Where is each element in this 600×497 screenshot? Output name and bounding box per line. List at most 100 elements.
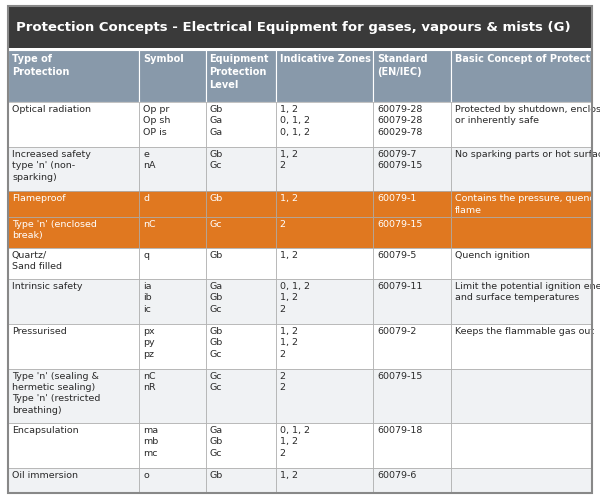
Bar: [451, 324, 592, 368]
Bar: [451, 50, 592, 102]
Bar: [8, 279, 139, 324]
Text: Contains the pressure, quench the
flame: Contains the pressure, quench the flame: [455, 194, 600, 215]
Bar: [275, 468, 373, 493]
Text: Indicative Zones: Indicative Zones: [280, 54, 371, 64]
Text: 1, 2: 1, 2: [280, 251, 298, 260]
Bar: [206, 423, 275, 468]
Text: 60079-11: 60079-11: [377, 282, 422, 291]
Bar: [139, 423, 206, 468]
Bar: [275, 279, 373, 324]
Text: 60079-6: 60079-6: [377, 471, 416, 480]
Bar: [206, 368, 275, 423]
Text: o: o: [143, 471, 149, 480]
Bar: [139, 50, 206, 102]
Bar: [206, 324, 275, 368]
Text: Gc
Gc: Gc Gc: [209, 371, 222, 392]
Bar: [206, 468, 275, 493]
Bar: [275, 217, 373, 248]
Bar: [139, 279, 206, 324]
Text: Protected by shutdown, enclosure
or inherently safe: Protected by shutdown, enclosure or inhe…: [455, 105, 600, 125]
Bar: [275, 147, 373, 191]
Text: ia
ib
ic: ia ib ic: [143, 282, 152, 314]
Text: Gb
Ga
Ga: Gb Ga Ga: [209, 105, 223, 137]
Bar: [373, 102, 451, 147]
Bar: [206, 50, 275, 102]
Bar: [139, 191, 206, 217]
Bar: [275, 368, 373, 423]
Text: px
py
pz: px py pz: [143, 327, 155, 359]
Bar: [139, 468, 206, 493]
Text: Quench ignition: Quench ignition: [455, 251, 530, 260]
Bar: [451, 368, 592, 423]
Text: Type 'n' (enclosed
break): Type 'n' (enclosed break): [12, 220, 97, 240]
Text: e
nA: e nA: [143, 150, 156, 170]
Text: Symbol: Symbol: [143, 54, 184, 64]
Bar: [206, 217, 275, 248]
Text: 60079-28
60079-28
60029-78: 60079-28 60079-28 60029-78: [377, 105, 422, 137]
Bar: [139, 368, 206, 423]
Text: Encapsulation: Encapsulation: [12, 426, 79, 435]
Bar: [8, 423, 139, 468]
Bar: [206, 191, 275, 217]
Bar: [373, 50, 451, 102]
Bar: [139, 147, 206, 191]
Bar: [451, 423, 592, 468]
Text: 2
2: 2 2: [280, 371, 286, 392]
Text: 60079-2: 60079-2: [377, 327, 416, 336]
Text: ma
mb
mc: ma mb mc: [143, 426, 158, 458]
Text: Limit the potential ignition energy
and surface temperatures: Limit the potential ignition energy and …: [455, 282, 600, 303]
Text: Optical radiation: Optical radiation: [12, 105, 91, 114]
Text: d: d: [143, 194, 149, 203]
Text: Type of
Protection: Type of Protection: [12, 54, 70, 77]
Text: nC: nC: [143, 220, 156, 229]
Text: Standard
(EN/IEC): Standard (EN/IEC): [377, 54, 428, 77]
Text: Gb: Gb: [209, 471, 223, 480]
Bar: [8, 50, 139, 102]
Text: 2: 2: [280, 220, 286, 229]
Bar: [275, 102, 373, 147]
Bar: [373, 191, 451, 217]
Text: Increased safety
type 'n' (non-
sparking): Increased safety type 'n' (non- sparking…: [12, 150, 91, 181]
Text: Equipment
Protection
Level: Equipment Protection Level: [209, 54, 269, 89]
Bar: [373, 468, 451, 493]
Text: Ga
Gb
Gc: Ga Gb Gc: [209, 426, 223, 458]
Text: Gb: Gb: [209, 251, 223, 260]
Text: Quartz/
Sand filled: Quartz/ Sand filled: [12, 251, 62, 271]
Bar: [8, 248, 139, 279]
Text: 1, 2
0, 1, 2
0, 1, 2: 1, 2 0, 1, 2 0, 1, 2: [280, 105, 310, 137]
Bar: [373, 147, 451, 191]
Text: Protection Concepts - Electrical Equipment for gases, vapours & mists (G): Protection Concepts - Electrical Equipme…: [16, 20, 571, 33]
Bar: [8, 102, 139, 147]
Bar: [373, 423, 451, 468]
Bar: [373, 248, 451, 279]
Text: nC
nR: nC nR: [143, 371, 156, 392]
Bar: [139, 102, 206, 147]
Text: Pressurised: Pressurised: [12, 327, 67, 336]
Bar: [451, 147, 592, 191]
Bar: [275, 191, 373, 217]
Bar: [8, 191, 139, 217]
Text: Keeps the flammable gas out: Keeps the flammable gas out: [455, 327, 594, 336]
Bar: [451, 217, 592, 248]
Text: 60079-5: 60079-5: [377, 251, 416, 260]
Text: 60079-15: 60079-15: [377, 220, 422, 229]
Bar: [8, 147, 139, 191]
Text: Ga
Gb
Gc: Ga Gb Gc: [209, 282, 223, 314]
Bar: [275, 423, 373, 468]
Bar: [8, 6, 592, 48]
Bar: [373, 217, 451, 248]
Text: Gb
Gc: Gb Gc: [209, 150, 223, 170]
Bar: [275, 50, 373, 102]
Bar: [451, 191, 592, 217]
Text: Op pr
Op sh
OP is: Op pr Op sh OP is: [143, 105, 171, 137]
Bar: [8, 468, 139, 493]
Bar: [139, 248, 206, 279]
Bar: [373, 368, 451, 423]
Text: 1, 2: 1, 2: [280, 471, 298, 480]
Text: Intrinsic safety: Intrinsic safety: [12, 282, 83, 291]
Bar: [451, 102, 592, 147]
Text: 60079-7
60079-15: 60079-7 60079-15: [377, 150, 422, 170]
Text: 0, 1, 2
1, 2
2: 0, 1, 2 1, 2 2: [280, 282, 310, 314]
Bar: [139, 217, 206, 248]
Text: 1, 2
2: 1, 2 2: [280, 150, 298, 170]
